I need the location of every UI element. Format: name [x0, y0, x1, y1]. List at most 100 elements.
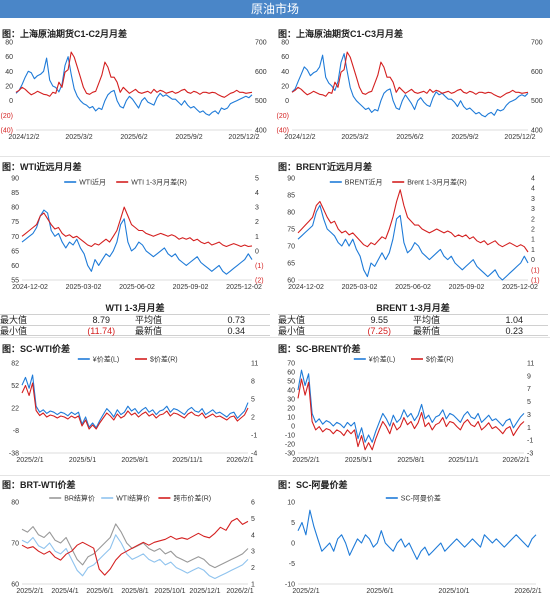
y-right-tick-label: -4 [251, 451, 257, 458]
x-tick-label: 2026/2/1 [226, 588, 253, 595]
y-left-tick-label: -30 [285, 451, 295, 458]
x-tick-label: 2025/9/2 [175, 134, 202, 141]
y-left-tick-label: 0 [291, 541, 295, 548]
stats-value: 0.23 [505, 326, 524, 336]
x-tick-label: 2025-03-02 [342, 284, 378, 291]
legend-label: $价差(R) [426, 355, 454, 364]
x-tick-label: 2025/9/2 [451, 134, 478, 141]
y-left-tick-label: -8 [13, 428, 19, 435]
legend-label: ¥价差(L) [369, 355, 395, 364]
stats-label: 最大值 [0, 315, 28, 325]
y-left-tick-label: 22 [11, 406, 19, 413]
y-left-tick-label: 0 [291, 424, 295, 431]
series-line [15, 56, 253, 116]
y-left-tick-label: 60 [11, 263, 19, 270]
series-line [15, 51, 253, 98]
legend-label: WTI结算价 [116, 494, 150, 503]
chart-title: 图：SC-阿曼价差 [278, 480, 348, 490]
x-tick-label: 2025/6/2 [120, 134, 147, 141]
y-right-tick-label: 9 [527, 373, 531, 380]
y-right-tick-label: 700 [255, 40, 267, 47]
y-right-tick-label: 7 [527, 386, 531, 393]
x-tick-label: 2025/3/2 [65, 134, 92, 141]
stats-title: WTI 1-3月月差 [105, 303, 165, 313]
y-left-tick-label: (20) [1, 113, 13, 120]
y-left-tick-label: 40 [281, 69, 289, 76]
series-line [21, 209, 253, 275]
series-line [297, 369, 525, 443]
y-left-tick-label: 80 [5, 40, 13, 47]
y-left-tick-label: 80 [287, 210, 295, 217]
y-left-tick-label: 60 [281, 54, 289, 61]
y-right-tick-label: 11 [527, 361, 534, 368]
brent-stats-table: BRENT 1-3月月差 最大值 9.55 平均值 1.04 最小值 (7.25… [278, 302, 548, 336]
x-tick-label: 2025/12/2 [504, 134, 535, 141]
y-left-tick-label: 80 [281, 40, 289, 47]
chart-wti-spread: 55 60 65 70 75 80 85 90 (2) (1) 0 1 2 3 4 5 2024-12-02 20… [11, 176, 264, 292]
y-left-tick-label: 0 [285, 98, 289, 105]
chart-title: 图：上海原油期货C1-C3月月差 [278, 29, 404, 39]
chart-title: 图：BRT-WTI价差 [2, 480, 76, 490]
stats-value: 1.04 [505, 315, 524, 325]
y-right-tick-label: 500 [531, 98, 543, 105]
legend-label: BRENT近月 [345, 178, 383, 187]
y-right-tick-label: 4 [251, 532, 255, 539]
y-left-tick-label: 20 [5, 84, 13, 91]
y-right-tick-label: (1) [531, 267, 540, 274]
wti-stats-table: WTI 1-3月月差 最大值 8.79 平均值 0.73 最小值 (11.74)… [0, 302, 270, 336]
y-left-tick-label: -20 [285, 442, 295, 449]
y-right-tick-label: 2 [531, 216, 535, 223]
y-left-tick-label: -38 [9, 451, 19, 458]
y-left-tick-label: 60 [287, 278, 295, 285]
y-right-tick-label: 1 [255, 234, 259, 241]
series-line [297, 189, 529, 253]
legend-label: SC-阿曼价差 [401, 494, 441, 503]
y-right-tick-label: 3 [531, 196, 535, 203]
legend-label: WTI近月 [79, 178, 106, 187]
x-tick-label: 2025-12-02 [502, 284, 538, 291]
y-right-tick-label: 500 [255, 98, 267, 105]
y-left-tick-label: 80 [11, 205, 19, 212]
y-right-tick-label: -1 [527, 438, 533, 445]
chart-brent-spread: 60 65 70 75 80 85 90 (1) (1) 0 1 1 2 2 3 3 4 4 2024-12-02 2… [287, 176, 540, 292]
stats-label: 最小值 [0, 326, 28, 336]
x-tick-label: 2025/2/1 [292, 588, 319, 595]
y-left-tick-label: (40) [1, 128, 13, 135]
x-tick-label: 2025/6/1 [366, 588, 393, 595]
x-tick-label: 2025/8/1 [121, 457, 148, 464]
legend-label: 跨市价差(R) [173, 494, 211, 503]
y-left-tick-label: 85 [287, 193, 295, 200]
x-tick-label: 2025/11/1 [448, 457, 479, 464]
y-right-tick-label: 1 [251, 582, 255, 589]
y-left-tick-label: (20) [277, 113, 289, 120]
x-tick-label: 2024-12-02 [288, 284, 324, 291]
x-tick-label: 2025/8/1 [397, 457, 424, 464]
y-right-tick-label: (1) [255, 263, 264, 270]
x-tick-label: 2025/3/2 [341, 134, 368, 141]
y-right-tick-label: 3 [531, 206, 535, 213]
y-left-tick-label: 52 [11, 383, 19, 390]
chart-title: 图：上海原油期货C1-C2月月差 [2, 29, 128, 39]
y-left-tick-label: 50 [287, 379, 295, 386]
y-right-tick-label: 2 [251, 415, 255, 422]
x-tick-label: 2025/2/1 [16, 457, 43, 464]
y-left-tick-label: 82 [11, 361, 19, 368]
y-right-tick-label: -3 [527, 451, 533, 458]
y-right-tick-label: 5 [527, 399, 531, 406]
y-right-tick-label: 1 [531, 237, 535, 244]
y-left-tick-label: 75 [11, 219, 19, 226]
legend-label: WTI 1-3月月差(R) [131, 178, 187, 187]
stats-label: 最新值 [135, 326, 163, 336]
y-left-tick-label: 55 [11, 278, 19, 285]
y-right-tick-label: 3 [251, 549, 255, 556]
y-right-tick-label: 4 [531, 186, 535, 193]
series-line [297, 509, 537, 560]
y-right-tick-label: 5 [251, 397, 255, 404]
y-right-tick-label: 600 [531, 69, 543, 76]
x-tick-label: 2025/5/1 [69, 457, 96, 464]
y-right-tick-label: 1 [531, 247, 535, 254]
y-right-tick-label: -1 [251, 433, 257, 440]
y-left-tick-label: 75 [287, 227, 295, 234]
y-left-tick-label: 80 [11, 500, 19, 507]
chart-title: 图：SC-WTI价差 [2, 344, 70, 354]
